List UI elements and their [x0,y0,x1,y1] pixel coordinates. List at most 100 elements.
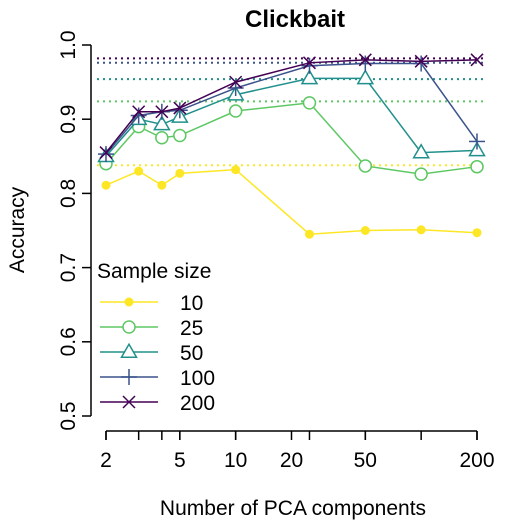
legend-label: 50 [180,342,203,365]
data-point-10 [231,165,241,175]
marker-shape [173,101,187,115]
data-point-10 [101,180,111,190]
y-tick-label: 0.8 [57,179,80,208]
marker-shape [412,143,430,159]
data-point-25 [155,131,169,145]
data-point-10 [175,168,185,178]
marker-shape [304,229,314,239]
data-point-200 [229,75,243,89]
marker-shape [302,56,317,70]
marker-shape [414,54,428,68]
data-point-200 [155,105,169,119]
marker-shape [228,104,243,118]
legend-entry-25: 25 [100,317,203,340]
legend-label: 25 [180,317,203,340]
marker-shape [356,69,375,85]
plot-area: 0.50.60.70.80.91.02 5 10 20 50 200 [57,30,495,472]
data-point-200 [302,56,317,70]
marker-shape [134,166,144,176]
legend-entry-200: 200 [100,392,215,415]
legend-marker [124,297,134,307]
marker-shape [414,167,428,181]
x-tick-label: 5 [174,449,186,472]
marker-shape [132,105,146,119]
legend-title: Sample size [97,260,211,283]
data-point-10 [134,166,144,176]
marker-shape [470,53,484,67]
data-point-100 [413,55,430,72]
data-point-50 [300,69,319,85]
data-point-50 [356,69,375,85]
y-tick-label: 0.5 [57,401,80,430]
data-point-100 [98,146,114,163]
marker-shape [470,159,484,174]
data-point-10 [360,226,370,235]
data-point-10 [416,225,426,235]
marker-shape [416,225,426,235]
data-point-25 [302,96,317,110]
marker-shape [124,297,134,307]
marker-shape [302,96,317,110]
marker-shape [99,146,113,160]
data-point-25 [228,104,243,118]
data-point-25 [414,167,428,181]
marker-shape [155,105,169,119]
y-tick-label: 1.0 [57,30,80,59]
marker-shape [229,75,243,89]
legend-marker [122,320,136,334]
marker-shape [122,320,136,334]
data-point-100 [171,102,188,119]
legend-label: 10 [180,292,203,315]
legend-label: 200 [180,392,215,415]
y-tick-label: 0.7 [57,253,80,282]
legend-marker [122,395,136,409]
x-tick-label: 2 [100,449,112,472]
marker-shape [472,228,482,238]
y-tick-label: 0.9 [57,105,80,134]
marker-shape [358,159,373,173]
data-point-50 [153,115,171,131]
marker-shape [358,53,372,67]
marker-shape [175,168,185,178]
data-point-200 [358,53,372,67]
data-point-200 [99,146,113,160]
y-axis-label: Accuracy [6,186,29,273]
x-tick-label: 50 [354,449,377,472]
marker-shape [155,131,169,145]
x-tick-label: 10 [224,449,247,472]
legend-label: 100 [180,367,215,390]
data-point-25 [358,159,373,173]
data-point-200 [414,54,428,68]
data-point-100 [301,57,318,74]
legend-marker [120,342,138,358]
data-point-50 [412,143,430,159]
marker-shape [300,69,319,85]
marker-shape [157,180,167,190]
legend-entry-50: 50 [100,342,203,365]
data-point-25 [173,128,187,143]
legend-entry-100: 100 [100,367,215,390]
legend-marker [121,369,137,385]
data-point-200 [173,101,187,115]
data-point-100 [130,107,147,124]
marker-shape [120,342,138,358]
marker-shape [360,226,370,235]
x-axis-label: Number of PCA components [160,497,426,520]
marker-shape [101,180,111,190]
data-point-25 [470,159,484,174]
legend-entry-10: 10 [100,292,203,315]
data-point-200 [132,105,146,119]
marker-shape [173,128,187,143]
x-tick-label: 20 [280,449,303,472]
data-point-10 [157,180,167,190]
marker-shape [122,395,136,409]
data-point-200 [470,53,484,67]
x-tick-label: 200 [459,449,494,472]
marker-shape [231,165,241,175]
marker-shape [153,115,171,131]
chart-title: Clickbait [245,6,345,33]
y-tick-label: 0.6 [57,327,80,356]
data-point-100 [469,133,485,150]
